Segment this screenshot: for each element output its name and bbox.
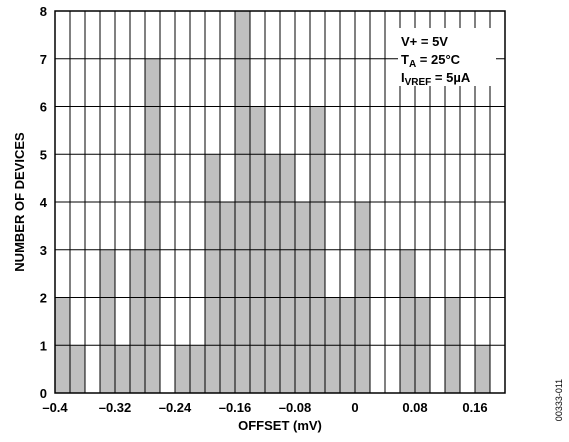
histogram-bar [280,154,295,393]
y-tick-label: 0 [40,386,47,401]
histogram-bar [115,345,130,393]
y-tick-label: 5 [40,147,47,162]
histogram-bar [130,249,145,393]
x-tick-label: 0.08 [402,400,427,415]
y-tick-label: 1 [40,338,47,353]
x-tick-label: –0.32 [99,400,132,415]
x-axis-label: OFFSET (mV) [238,418,322,433]
histogram-bar [205,154,220,393]
y-tick-label: 4 [40,195,48,210]
annotation-line: IVREF = 5µA [401,70,471,88]
y-tick-label: 7 [40,52,47,67]
histogram-bar [190,345,205,393]
x-tick-label: –0.16 [219,400,252,415]
y-axis-label: NUMBER OF DEVICES [12,132,27,272]
histogram-bar [70,345,85,393]
x-tick-label: 0.16 [462,400,487,415]
y-tick-label: 6 [40,100,47,115]
annotation-background [398,28,496,86]
plot-frame [54,10,506,394]
y-tick-label: 3 [40,243,47,258]
y-tick-labels: 0 1 2 3 4 5 6 7 8 [40,4,48,401]
histogram-bar [175,345,190,393]
figure-code: 00333-011 [554,379,564,421]
bars-group [55,11,490,393]
histogram-bar [100,249,115,393]
x-tick-labels: –0.4 –0.32 –0.24 –0.16 –0.08 0 0.08 0.16 [42,400,487,415]
histogram-bar [145,58,160,393]
annotation-box [398,28,496,86]
annotation-line: V+ = 5V [401,34,448,49]
y-tick-label: 8 [40,4,47,19]
grid-group [55,11,505,393]
x-tick-label: –0.4 [42,400,68,415]
y-tick-label: 2 [40,291,47,306]
x-tick-label: –0.24 [159,400,192,415]
histogram-bar [400,249,415,393]
annotation-line: TA = 25°C [401,52,461,70]
x-tick-label: 0 [351,400,358,415]
histogram-bar [475,345,490,393]
histogram-bar [265,154,280,393]
x-tick-label: –0.08 [279,400,312,415]
